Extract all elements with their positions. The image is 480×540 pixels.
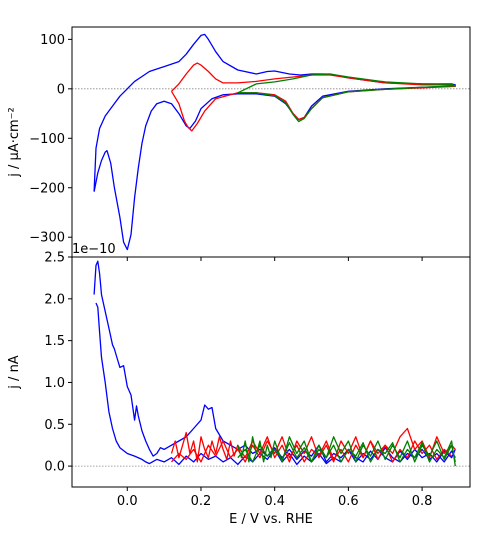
y-tick-label: 2.5	[44, 251, 65, 266]
x-axis-label: E / V vs. RHE	[229, 512, 313, 527]
series-line-1	[93, 260, 456, 463]
series-group	[93, 33, 456, 251]
y-tick-label: 1.5	[44, 334, 65, 349]
axes-frame	[71, 256, 471, 488]
y-axis-label: j / nA	[7, 355, 22, 389]
y-tick-label: 0.5	[44, 418, 65, 433]
y-tick-label: 2.0	[44, 292, 65, 307]
series-line-2	[170, 62, 456, 132]
y-tick-label: 0	[57, 82, 65, 97]
series-line-3	[237, 73, 456, 123]
series-line-3	[170, 427, 456, 463]
y-tick-label: −100	[29, 132, 65, 147]
y-tick-label: 0.0	[44, 460, 65, 475]
panel-top: 100 0 −100 −200 −300 j / μA·cm⁻²	[7, 26, 471, 261]
series-group	[93, 260, 456, 467]
x-tick-label: 0.0	[117, 494, 138, 509]
y-tick-label: 1.0	[44, 376, 65, 391]
y-tick-label: −200	[29, 181, 65, 196]
series-line-2	[95, 302, 456, 466]
panel-bottom: 0.0 0.5 1.0 1.5 2.0 2.5 0.0 0.2 0.4 0.6 0.8 j / nA E…	[7, 242, 471, 527]
x-tick-label: 0.6	[338, 494, 359, 509]
x-tick-label: 0.4	[264, 494, 285, 509]
series-line-1	[93, 33, 456, 251]
series-line-4	[171, 436, 453, 463]
y-axis-label: j / μA·cm⁻²	[7, 107, 22, 177]
series-line-5	[237, 436, 456, 463]
series-line-6	[237, 440, 456, 467]
y-tick-label: 100	[40, 33, 65, 48]
y-tick-label: −300	[29, 231, 65, 246]
x-tick-label: 0.2	[191, 494, 212, 509]
x-tick-label: 0.8	[412, 494, 433, 509]
offset-label: 1e−10	[72, 242, 116, 257]
